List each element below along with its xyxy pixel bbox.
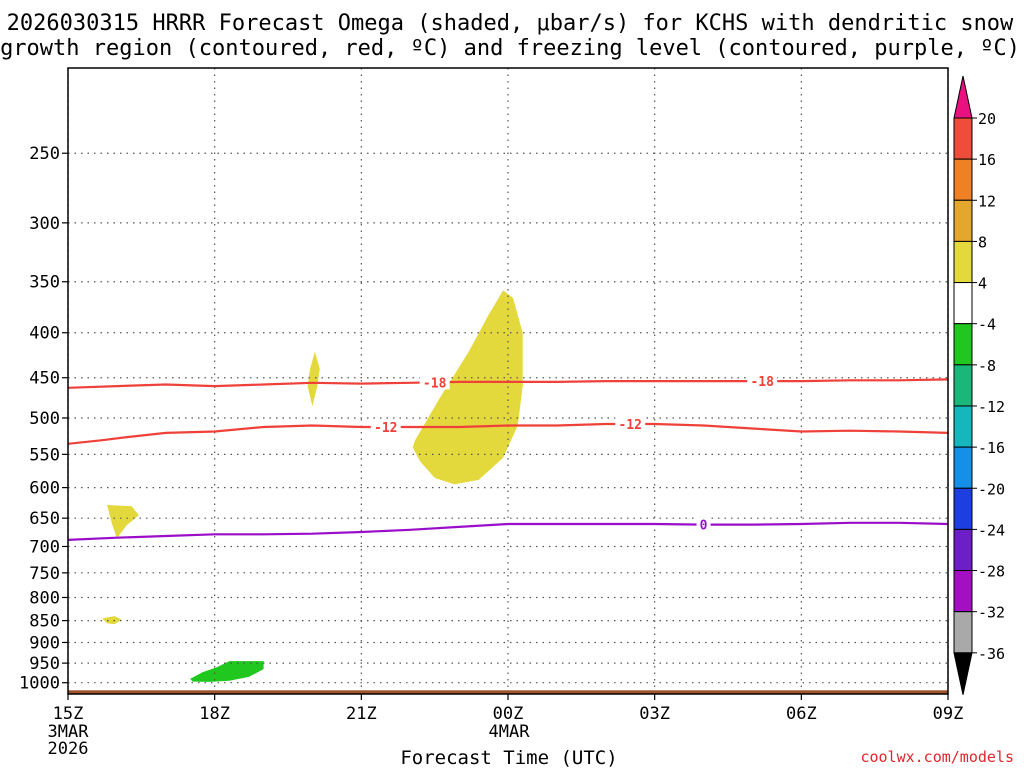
colorbar-label-8: -16 (978, 439, 1005, 457)
chart-title-line2: growth region (contoured, red, ºC) and f… (0, 36, 1020, 61)
y-tick-label-900: 900 (29, 633, 60, 653)
colorbar-label-0: 20 (978, 110, 996, 128)
colorbar-label-13: -36 (978, 645, 1005, 663)
freezing-level-label-bg-0 (696, 517, 711, 532)
freezing-level-line (68, 521, 948, 541)
colorbar-label-1: 16 (978, 151, 996, 169)
terrain-bar (68, 690, 948, 694)
y-tick-label-450: 450 (29, 369, 60, 389)
colorbar-label-12: -32 (978, 604, 1005, 622)
dgz-minus18-label-bg-0 (419, 375, 450, 390)
colorbar-label-10: -24 (978, 521, 1005, 539)
y-axis: 2503003504004505005506006507007508008509… (19, 144, 68, 694)
colorbar-bin-7 (953, 364, 973, 407)
x-tick-label-18Z: 18Z (199, 704, 230, 724)
y-tick-label-350: 350 (29, 273, 60, 293)
x-tick-label-21Z: 21Z (346, 704, 377, 724)
dgz-minus18-label-bg-1 (747, 374, 778, 389)
y-tick-label-300: 300 (29, 214, 60, 234)
colorbar-bottom-arrow (953, 652, 973, 695)
dgz-minus12-label-bg-0 (370, 420, 401, 435)
colorbar-label-11: -28 (978, 563, 1005, 581)
y-tick-label-500: 500 (29, 409, 60, 429)
colorbar-bin-11 (953, 528, 973, 572)
x-date-line1: 3MAR (48, 722, 90, 742)
colorbar-label-9: -20 (978, 480, 1005, 498)
x-tick-label-15Z: 15Z (53, 704, 84, 724)
colorbar-label-2: 12 (978, 192, 996, 210)
contour-labels: -18 -18 -12 -12 0 (370, 374, 778, 534)
colorbar-bin-13 (953, 611, 973, 654)
dgz-minus18-label-0: -18 (423, 376, 447, 391)
colorbar-bin-1 (953, 117, 973, 160)
x-axis-label: Forecast Time (UTC) (400, 747, 617, 768)
colorbar-top-arrow (953, 75, 973, 119)
y-tick-label-400: 400 (29, 324, 60, 344)
x-tick-label-06Z: 06Z (786, 704, 817, 724)
chart-title-line1: 2026030315 HRRR Forecast Omega (shaded, … (7, 11, 1014, 36)
y-tick-label-850: 850 (29, 612, 60, 632)
colorbar-label-4: 4 (978, 275, 987, 293)
colorbar-bin-5 (953, 282, 973, 325)
colorbar-label-5: -4 (978, 316, 996, 334)
y-tick-label-600: 600 (29, 479, 60, 499)
x-axis: 15Z 18Z 21Z 00Z 03Z 06Z 09Z (53, 694, 964, 724)
colorbar-bin-2 (953, 158, 973, 201)
dgz-minus12-label-1: -12 (618, 418, 641, 433)
omega-positive-01z-650 (107, 505, 139, 539)
dgz-minus12-label-0: -12 (374, 421, 397, 436)
omega-positive-main (412, 290, 523, 485)
dgz-minus18-label-1: -18 (750, 375, 774, 390)
colorbar-bin-4 (953, 240, 973, 284)
y-tick-label-250: 250 (29, 144, 60, 164)
omega-negative-18z (190, 661, 264, 682)
x-date-line2: 2026 (48, 739, 89, 759)
y-tick-label-650: 650 (29, 509, 60, 529)
contour-layer (68, 378, 948, 541)
freezing-level-label-0: 0 (700, 519, 708, 534)
y-tick-label-800: 800 (29, 588, 60, 608)
colorbar-label-7: -12 (978, 398, 1005, 416)
y-tick-label-700: 700 (29, 537, 60, 557)
colorbar: 20 16 12 8 4 -4 -8 -12 -16 -20 -24 -28 -32 -36 (953, 75, 1005, 695)
dgz-minus12-line (68, 422, 948, 445)
credit-text: coolwx.com/models (860, 748, 1014, 766)
colorbar-bin-9 (953, 446, 973, 489)
colorbar-bin-8 (953, 405, 973, 448)
x-tick-label-09Z: 09Z (933, 704, 964, 724)
colorbar-label-3: 8 (978, 233, 987, 251)
x-tick-label-03Z: 03Z (639, 704, 670, 724)
colorbar-bin-10 (953, 487, 973, 530)
dgz-minus12-label-bg-1 (615, 417, 646, 432)
y-tick-label-750: 750 (29, 564, 60, 584)
x-tick-label-00Z: 00Z (493, 704, 524, 724)
colorbar-bin-6 (953, 323, 973, 366)
y-tick-label-1000: 1000 (19, 674, 60, 694)
omega-positive-05z (307, 351, 320, 407)
y-tick-label-550: 550 (29, 445, 60, 465)
dgz-minus18-line (68, 378, 948, 389)
y-tick-label-950: 950 (29, 654, 60, 674)
colorbar-label-6: -8 (978, 357, 996, 375)
x-date2: 4MAR (489, 722, 531, 742)
colorbar-bin-3 (953, 199, 973, 242)
omega-positive-01z-850 (102, 616, 122, 625)
plot-area: -18 -18 -12 -12 0 (67, 67, 949, 695)
omega-shading-layer (102, 290, 523, 682)
colorbar-bin-12 (953, 570, 973, 613)
